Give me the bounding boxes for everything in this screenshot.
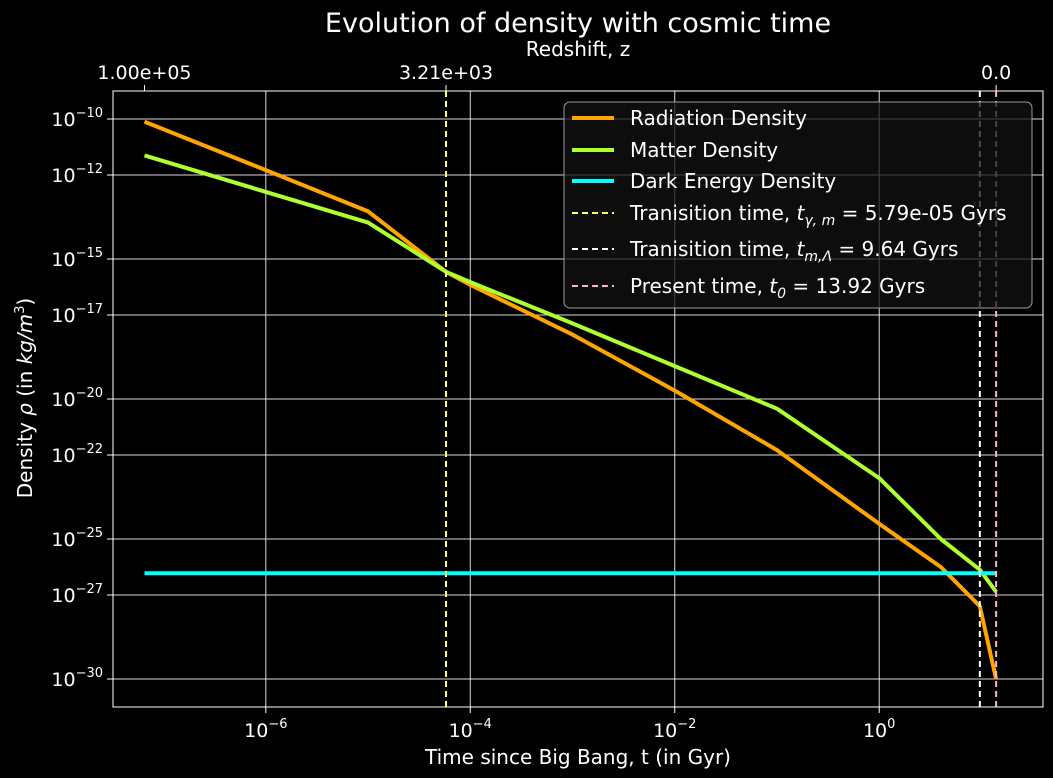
legend-label-0: Radiation Density (630, 106, 807, 130)
chart-title: Evolution of density with cosmic time (325, 8, 831, 39)
legend-label-vline-2: Present time, t0 = 13.92 Gyrs (630, 274, 925, 302)
x-tick-label-0: 10−6 (244, 717, 287, 742)
x-tick-label-3: 100 (863, 717, 895, 742)
top-tick-label-2: 0.0 (981, 62, 1011, 84)
y-axis-label: Density ρ (in kg/m3) (13, 298, 37, 498)
series-line-1 (143, 153, 998, 593)
legend-label-2: Dark Energy Density (630, 169, 836, 193)
axis-ticks: 10−6 10−4 10−2 100 10−10 10−12 10−15 10−17 10−20… (51, 62, 1011, 742)
y-tick-label-4: 10−20 (51, 386, 103, 411)
y-tick-label-1: 10−12 (51, 162, 103, 187)
y-tick-label-7: 10−27 (51, 582, 103, 607)
y-tick-label-2: 10−15 (51, 246, 103, 271)
legend-label-vline-1: Tranisition time, tm,Λ = 9.64 Gyrs (629, 237, 958, 265)
legend-label-vline-0: Tranisition time, tγ, m = 5.79e-05 Gyrs (629, 201, 1007, 229)
legend-label-1: Matter Density (630, 138, 778, 162)
data-series (143, 119, 999, 680)
y-tick-label-3: 10−17 (51, 302, 103, 327)
legend: Radiation Density Matter Density Dark Ener… (563, 101, 1033, 309)
y-tick-label-6: 10−25 (51, 526, 103, 551)
y-tick-label-5: 10−22 (51, 442, 103, 467)
top-tick-label-1: 3.21e+03 (399, 62, 493, 84)
x-tick-label-1: 10−4 (449, 717, 492, 742)
top-tick-label-0: 1.00e+05 (97, 62, 191, 84)
y-tick-label-0: 10−10 (51, 106, 103, 131)
x-axis-label: Time since Big Bang, t (in Gyr) (424, 745, 731, 769)
legend-box (563, 101, 1033, 309)
x-tick-label-2: 10−2 (653, 717, 696, 742)
y-tick-label-8: 10−30 (51, 666, 103, 691)
top-axis-label: Redshift, z (526, 37, 630, 61)
